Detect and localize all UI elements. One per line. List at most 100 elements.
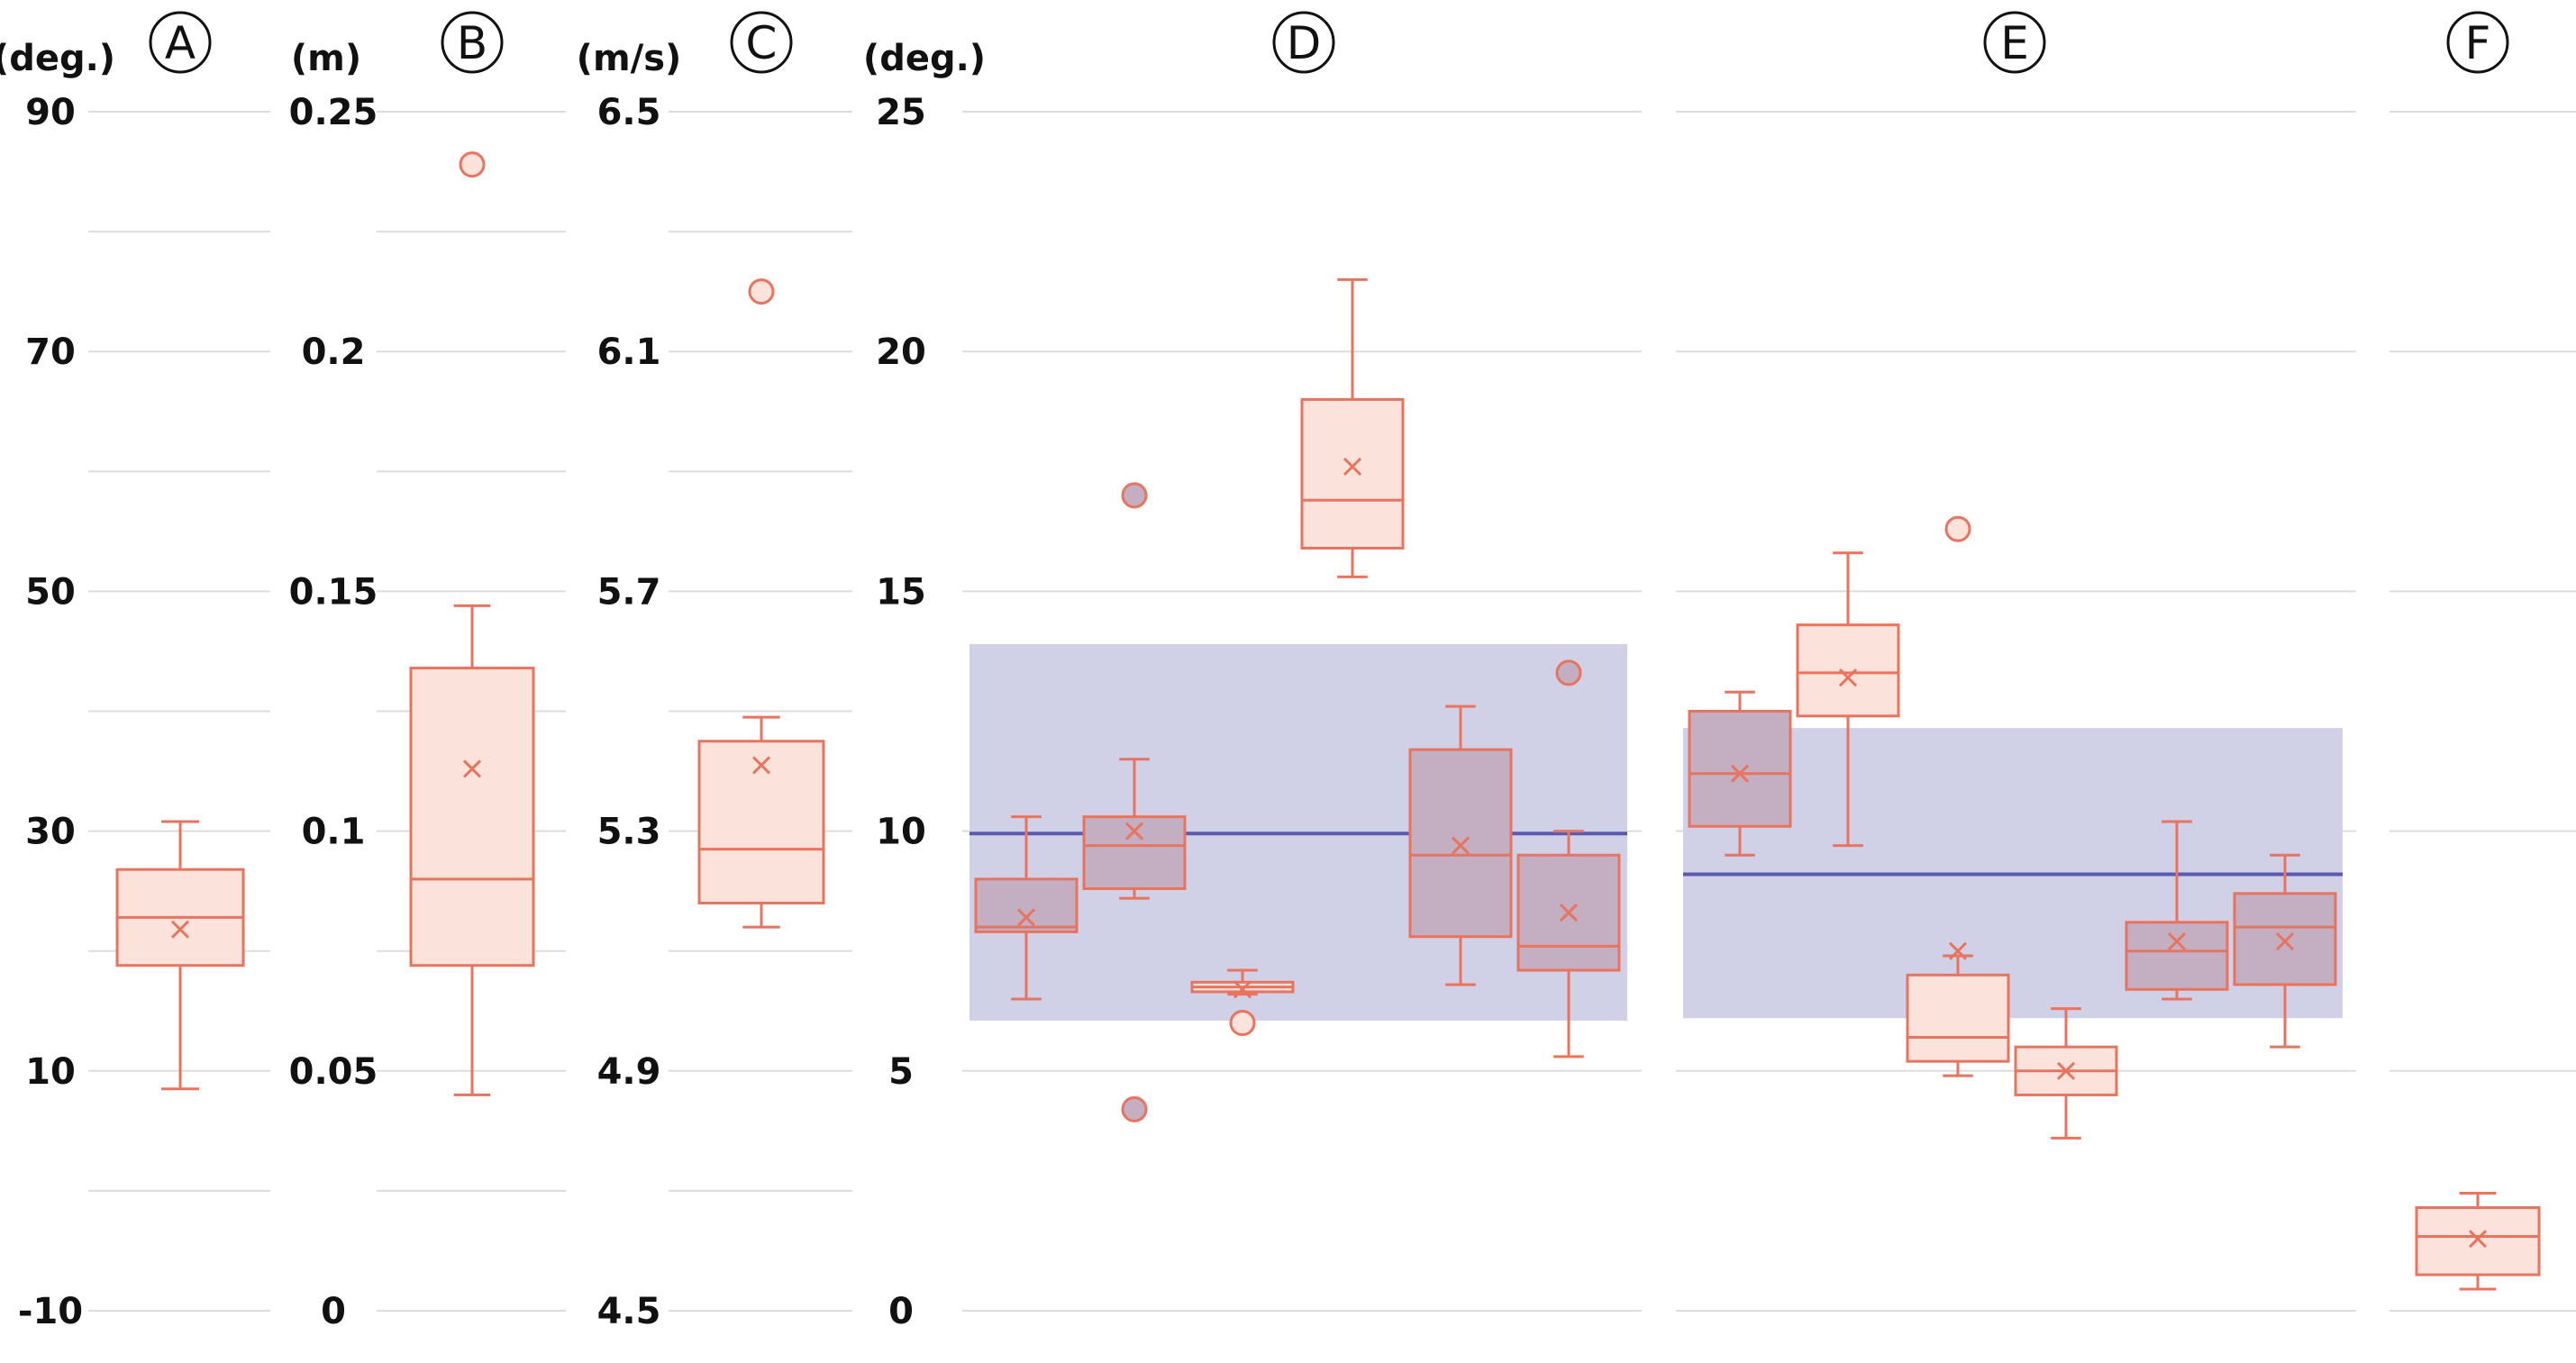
y-tick-label-c: 4.5 — [597, 1291, 661, 1332]
outlier-point — [459, 151, 486, 178]
iqr-box — [1408, 748, 1513, 939]
panel-label-A: A — [149, 11, 212, 74]
outlier-point — [1121, 482, 1148, 509]
iqr-box — [2233, 892, 2337, 986]
outlier-point — [748, 278, 775, 305]
panel-label-F: F — [2446, 11, 2509, 74]
iqr-box — [1688, 710, 1792, 828]
box-e-3 — [1906, 515, 2010, 1077]
iqr-box — [1082, 815, 1187, 890]
mean-marker — [1124, 822, 1144, 841]
y-tick-label-d: 15 — [876, 571, 926, 613]
box-b-1 — [409, 151, 535, 1096]
unit-label-B: (m) — [291, 38, 361, 79]
iqr-box — [2125, 921, 2229, 991]
iqr-box — [697, 740, 825, 904]
panel-letter: E — [2000, 17, 2029, 69]
panel-label-circle — [1272, 11, 1335, 74]
y-tick-label-d: 5 — [888, 1051, 914, 1093]
y-tick-label-b: 0.15 — [289, 571, 378, 613]
outlier-point — [1944, 515, 1971, 542]
mean-marker — [2056, 1061, 2076, 1080]
box-d-5 — [1408, 704, 1513, 986]
box-e-1 — [1688, 690, 1792, 857]
panel-label-E: E — [1983, 11, 2046, 74]
box-d-6 — [1516, 659, 1621, 1059]
panel-letter: A — [165, 17, 196, 69]
mean-marker — [1559, 904, 1579, 922]
panel-label-B: B — [441, 11, 504, 74]
mean-marker — [462, 759, 482, 778]
mean-marker — [1016, 908, 1036, 927]
panel-label-circle — [149, 11, 212, 74]
panel-letter: B — [457, 17, 487, 69]
box-e-2 — [1796, 551, 1900, 848]
mean-marker — [2275, 931, 2295, 951]
y-tick-label-a: 90 — [25, 92, 76, 133]
mean-marker — [1838, 668, 1858, 687]
box-e-4 — [2014, 1007, 2118, 1140]
mean-marker — [1730, 764, 1750, 783]
mean-marker — [1948, 941, 1968, 960]
iqr-box — [1300, 397, 1405, 550]
iqr-box — [409, 667, 535, 968]
mean-marker — [170, 920, 190, 939]
panel-letter: D — [1287, 17, 1322, 69]
y-tick-label-a: -10 — [18, 1291, 83, 1332]
mean-marker — [2167, 931, 2187, 951]
panel-label-D: D — [1272, 11, 1335, 74]
box-d-3 — [1190, 968, 1295, 1037]
iqr-box — [1796, 623, 1900, 718]
panel-letter: F — [2465, 17, 2491, 69]
outlier-point — [1121, 1095, 1148, 1122]
y-tick-label-a: 50 — [25, 571, 76, 613]
panel-label-circle — [2446, 11, 2509, 74]
y-tick-label-b: 0 — [321, 1291, 346, 1332]
text-layer: A B C D E F (deg.) (m) (m/s) (deg.) -10 1… — [0, 11, 2509, 1332]
box-f-1 — [2415, 1192, 2541, 1291]
box-d-2 — [1082, 482, 1187, 1122]
box-d-4 — [1300, 277, 1405, 578]
mean-marker — [751, 756, 771, 775]
iqr-box — [974, 877, 1079, 933]
box-d-1 — [974, 815, 1079, 1001]
outlier-point — [1555, 659, 1582, 686]
y-tick-label-c: 5.7 — [597, 571, 661, 613]
y-tick-label-d: 25 — [876, 92, 926, 133]
y-tick-label-a: 10 — [25, 1051, 76, 1093]
y-tick-label-d: 0 — [888, 1291, 914, 1332]
y-tick-label-b: 0.1 — [302, 812, 366, 853]
iqr-box — [1906, 973, 2010, 1063]
mean-marker — [1451, 836, 1470, 855]
grid-layer — [88, 111, 2576, 1312]
box-a-1 — [115, 820, 245, 1091]
box-e-5 — [2125, 820, 2229, 1001]
y-tick-label-a: 70 — [25, 332, 76, 373]
panel-label-C: C — [730, 11, 793, 74]
panel-letter: C — [746, 17, 778, 69]
unit-label-D: (deg.) — [863, 38, 986, 79]
panel-label-circle — [441, 11, 504, 74]
box-c-1 — [697, 278, 825, 929]
mean-marker — [2468, 1230, 2488, 1249]
outlier-point — [1229, 1010, 1256, 1037]
y-tick-label-b: 0.05 — [289, 1051, 378, 1093]
y-tick-label-b: 0.2 — [302, 332, 366, 373]
y-tick-label-a: 30 — [25, 812, 76, 853]
y-tick-label-d: 10 — [876, 812, 926, 853]
unit-label-C: (m/s) — [577, 38, 682, 79]
y-tick-label-c: 6.1 — [597, 332, 661, 373]
panel-label-circle — [1983, 11, 2046, 74]
iqr-box — [2415, 1206, 2541, 1277]
panel-label-circle — [730, 11, 793, 74]
box-e-6 — [2233, 853, 2337, 1049]
y-tick-label-c: 4.9 — [597, 1051, 661, 1093]
y-tick-label-d: 20 — [876, 332, 926, 373]
box-layer — [115, 151, 2541, 1291]
unit-label-A: (deg.) — [0, 38, 115, 79]
y-tick-label-b: 0.25 — [289, 92, 378, 133]
y-tick-label-c: 6.5 — [597, 92, 661, 133]
y-tick-label-c: 5.3 — [597, 812, 661, 853]
mean-marker — [1233, 980, 1252, 999]
